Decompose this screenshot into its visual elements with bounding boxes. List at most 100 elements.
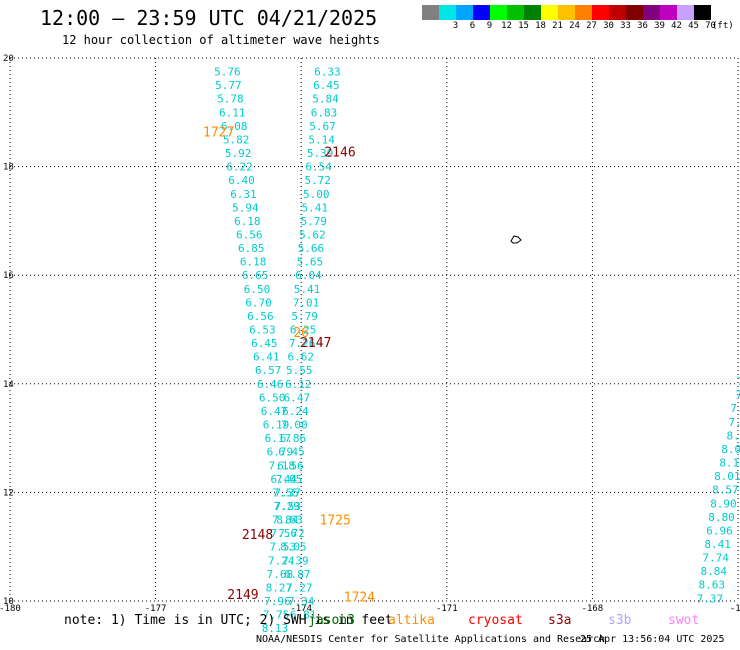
wave-height-tracks: 5.765.775.786.116.085.825.926.226.406.31… xyxy=(214,66,740,636)
lat-tick-label: 16 xyxy=(3,271,14,281)
wave-height-colorbar xyxy=(422,5,711,20)
satellite-track: 777.7.8.8.08.18.018.578.908.806.968.417.… xyxy=(697,375,740,605)
wave-height-value: 6.56 xyxy=(277,459,304,472)
colorbar-label: 42 xyxy=(671,21,682,31)
wave-height-value: 6.85 xyxy=(238,242,265,255)
wave-height-value: 7.55 xyxy=(272,486,299,499)
colorbar-swatch xyxy=(507,5,524,20)
wave-height-value: 8.05 xyxy=(280,541,307,554)
wave-height-value: 6.56 xyxy=(247,310,274,323)
wave-height-value: 7.24 xyxy=(268,554,295,567)
wave-height-value: 6.12 xyxy=(285,378,312,391)
wave-height-value: 5.62 xyxy=(299,228,326,241)
wave-height-value: 6.33 xyxy=(314,66,341,79)
satellite-legend-item: altika xyxy=(388,613,435,628)
wave-height-value: 6.45 xyxy=(313,79,340,92)
wave-height-value: 5.84 xyxy=(312,93,339,106)
wave-height-value: 7.53 xyxy=(270,541,297,554)
wave-height-value: 5.76 xyxy=(214,66,241,79)
lat-tick-label: 20 xyxy=(3,54,14,64)
wave-height-value: 6.22 xyxy=(226,161,253,174)
wave-height-value: 5.92 xyxy=(225,147,252,160)
lat-tick-label: 10 xyxy=(3,597,14,607)
colorbar-label: 21 xyxy=(552,21,563,31)
colorbar-swatch xyxy=(660,5,677,20)
wave-height-value: 6.46 xyxy=(257,378,284,391)
colorbar-swatch xyxy=(677,5,694,20)
colorbar-label: 33 xyxy=(620,21,631,31)
colorbar-label: 9 xyxy=(486,21,493,31)
colorbar-swatch xyxy=(456,5,473,20)
wave-height-value: 7.05 xyxy=(276,473,303,486)
wave-height-value: 7.72 xyxy=(278,527,305,540)
colorbar-swatch xyxy=(541,5,558,20)
island-shape xyxy=(510,235,522,244)
pass-label: 1725 xyxy=(320,514,351,529)
pass-label: 1727 xyxy=(203,125,234,140)
wave-height-value: 6.86 xyxy=(280,432,307,445)
colorbar-swatch xyxy=(439,5,456,20)
wave-height-value: 7. xyxy=(728,416,740,429)
wave-height-value: 6.79 xyxy=(267,446,294,459)
satellite-track: 5.765.775.786.116.085.825.926.226.406.31… xyxy=(214,66,316,622)
wave-height-value: 6.54 xyxy=(305,161,332,174)
satellite-legend-item: s3a xyxy=(548,613,572,628)
wave-height-value: 8.41 xyxy=(704,538,731,551)
lon-tick-label: -16 xyxy=(730,604,740,614)
pass-label: 1724 xyxy=(344,591,375,606)
wave-height-value: 6.31 xyxy=(230,188,257,201)
island-outline xyxy=(510,235,522,244)
pass-label: 2149 xyxy=(227,588,258,603)
wave-height-value: 6.24 xyxy=(282,405,309,418)
wave-height-value: 8.63 xyxy=(699,579,726,592)
pass-labels: 1727214626214717252148214917242 xyxy=(203,125,375,606)
wave-height-value: 6.47 xyxy=(261,405,288,418)
wave-height-value: 6.56 xyxy=(236,228,263,241)
wave-height-value: 7.53 xyxy=(274,500,301,513)
wave-height-value: 6.70 xyxy=(245,296,272,309)
wave-height-value: 6.50 xyxy=(244,283,271,296)
wave-height-value: 6.62 xyxy=(287,351,314,364)
graticule xyxy=(9,57,739,602)
satellite-legend-item: cryosat xyxy=(468,613,523,628)
wave-height-value: 5.39 xyxy=(307,147,334,160)
pass-label: 2148 xyxy=(242,528,273,543)
colorbar-swatch xyxy=(524,5,541,20)
wave-height-value: 7.37 xyxy=(274,486,301,499)
colorbar-swatch xyxy=(592,5,609,20)
wave-height-value: 5.78 xyxy=(217,93,244,106)
colorbar-label: 27 xyxy=(586,21,597,31)
wave-height-value: 6.87 xyxy=(284,568,311,581)
wave-height-value: 8. xyxy=(727,429,740,442)
wave-height-value: 6.44 xyxy=(270,473,297,486)
wave-height-value: 5.94 xyxy=(232,201,259,214)
colorbar-label: 39 xyxy=(654,21,665,31)
satellite-legend-item: swot xyxy=(668,613,700,628)
wave-height-value: 7.39 xyxy=(282,554,309,567)
footer-note: note: 1) Time is in UTC; 2) SWH is in fe… xyxy=(64,613,393,628)
wave-height-value: 6.65 xyxy=(242,269,269,282)
wave-height-value: 5.41 xyxy=(302,201,329,214)
lat-tick-label: 14 xyxy=(3,380,14,390)
wave-height-value: 7.74 xyxy=(702,552,729,565)
colorbar-unit: (ft) xyxy=(712,21,734,31)
wave-height-value: 5.00 xyxy=(303,188,330,201)
wave-height-value: 6.11 xyxy=(219,106,246,119)
wave-height-value: 7.01 xyxy=(293,296,320,309)
wave-height-value: 8.57 xyxy=(712,484,739,497)
colorbar-swatch xyxy=(626,5,643,20)
colorbar-label: 24 xyxy=(569,21,580,31)
wave-height-value: 7. xyxy=(730,402,740,415)
satellite-track: 6.336.455.846.835.675.145.396.545.725.00… xyxy=(262,66,341,636)
wave-height-value: 8.1 xyxy=(719,457,739,470)
wave-height-value: 7.29 xyxy=(273,500,300,513)
colorbar-swatch xyxy=(473,5,490,20)
colorbar-label: 12 xyxy=(501,21,512,31)
wave-height-value: 5.14 xyxy=(308,133,335,146)
wave-height-value: 5.65 xyxy=(297,256,324,269)
wave-height-value: 7.56 xyxy=(270,527,297,540)
wave-height-value: 6.19 xyxy=(263,419,290,432)
wave-height-value: 6.45 xyxy=(251,337,278,350)
